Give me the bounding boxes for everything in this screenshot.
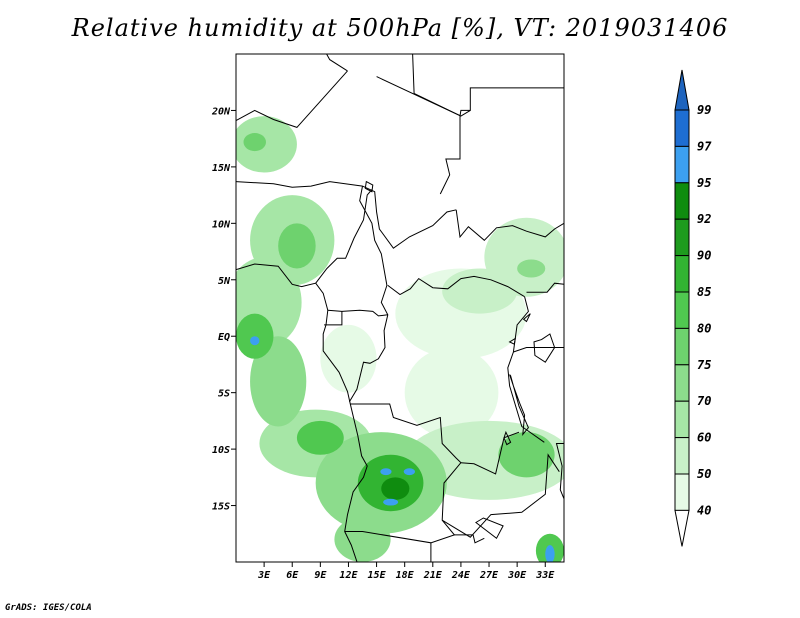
colorbar-label: 75 [697, 358, 711, 372]
lon-tick-label: 30E [507, 570, 527, 581]
lat-tick-label: 20N [211, 106, 231, 117]
lat-tick-label: 5S [218, 389, 230, 400]
lake-outline [522, 313, 531, 323]
colorbar-segment [674, 327, 690, 366]
coastline [236, 263, 368, 562]
lake-outline [364, 180, 374, 193]
colorbar-segment [674, 400, 690, 439]
country-border [236, 70, 348, 128]
humidity-region [381, 477, 410, 500]
country-borders [236, 54, 564, 562]
colorbar-label: 85 [697, 285, 711, 299]
lon-tick-label: 33E [535, 570, 555, 581]
lake-outline [503, 430, 512, 446]
lake-outline [555, 443, 564, 499]
map-title: Relative humidity at 500hPa [%], VT: 201… [71, 14, 729, 42]
colorbar-label: 92 [697, 212, 711, 226]
country-border [526, 282, 564, 293]
lakes [364, 180, 564, 540]
colorbar: 40 50 60 70 75 80 85 90 92 95 97 99 [674, 69, 712, 547]
lon-tick-label: 6E [286, 570, 299, 581]
country-border [324, 311, 343, 326]
humidity-region [236, 116, 297, 173]
colorbar-segment [674, 473, 690, 511]
lon-tick-label: 21E [423, 570, 443, 581]
lon-tick-label: 24E [451, 570, 471, 581]
colorbar-segment [674, 218, 690, 257]
lake-outline [533, 333, 556, 363]
humidity-region [404, 347, 499, 438]
lon-tick-label: 3E [257, 570, 271, 581]
colorbar-segment [674, 109, 690, 147]
lat-tick-label: 10N [212, 219, 231, 230]
lat-tick-label: EQ [218, 332, 230, 343]
colorbar-label: 80 [697, 321, 711, 335]
colorbar-segment [674, 255, 690, 293]
lake-outline [509, 374, 529, 436]
country-border [327, 309, 388, 317]
humidity-region [320, 324, 377, 393]
lon-tick-label: 12E [339, 570, 358, 581]
country-border [344, 403, 462, 544]
country-border [441, 453, 560, 538]
humidity-region [243, 133, 266, 152]
colorbar-segment [674, 364, 690, 402]
humidity-region [442, 268, 518, 314]
colorbar-top-arrow [674, 69, 690, 111]
lon-tick-label: 9E [314, 570, 327, 581]
lake-outline [508, 337, 516, 345]
country-border [460, 431, 520, 475]
country-border [236, 181, 457, 249]
country-border [376, 76, 471, 117]
lat-tick-label: 5N [218, 276, 231, 287]
country-border [513, 347, 564, 353]
colorbar-bottom-arrow [674, 509, 690, 547]
lon-tick-label: 18E [396, 570, 415, 581]
country-border [454, 534, 485, 544]
colorbar-segment [674, 291, 690, 329]
humidity-region [498, 432, 555, 478]
humidity-region [334, 516, 391, 562]
lon-tick-label: 15E [368, 570, 387, 581]
humidity-region [250, 336, 260, 346]
country-border [326, 54, 348, 72]
longitude-axis: 3E 6E 9E 12E 15E 18E 21E 24E 27E 30E 33E [257, 562, 555, 581]
credit-text: GrADS: IGES/COLA [5, 603, 92, 613]
lat-tick-label: 15S [212, 502, 230, 513]
colorbar-label: 97 [697, 139, 712, 153]
humidity-region [380, 468, 392, 476]
colorbar-segment [674, 182, 690, 220]
colorbar-segment [674, 437, 690, 475]
lat-tick-label: 10S [212, 445, 230, 456]
country-border [387, 275, 525, 298]
colorbar-label: 70 [697, 394, 711, 408]
coastlines [236, 263, 368, 562]
humidity-region [517, 259, 546, 278]
lat-tick-label: 15N [212, 163, 231, 174]
humidity-region [278, 223, 316, 269]
colorbar-label: 60 [697, 431, 711, 445]
humidity-region [545, 545, 555, 562]
country-border [439, 87, 564, 195]
country-border [412, 54, 462, 117]
colorbar-label: 99 [697, 103, 711, 117]
country-border [315, 189, 373, 284]
country-border [455, 209, 564, 241]
colorbar-label: 90 [697, 249, 711, 263]
colorbar-label: 40 [697, 503, 711, 517]
colorbar-label: 50 [697, 467, 711, 481]
humidity-region [403, 468, 415, 476]
map-frame [235, 53, 565, 563]
colorbar-label: 95 [697, 176, 711, 190]
country-border [507, 296, 545, 443]
colorbar-segment [674, 145, 690, 184]
humidity-region [296, 420, 344, 455]
lon-tick-label: 27E [479, 570, 499, 581]
lake-outline [475, 517, 504, 540]
humidity-region [250, 336, 307, 427]
humidity-shading [236, 116, 564, 562]
humidity-region [383, 498, 399, 506]
latitude-axis: 20N 15N 10N 5N EQ 5S 10S 15S [211, 106, 236, 513]
